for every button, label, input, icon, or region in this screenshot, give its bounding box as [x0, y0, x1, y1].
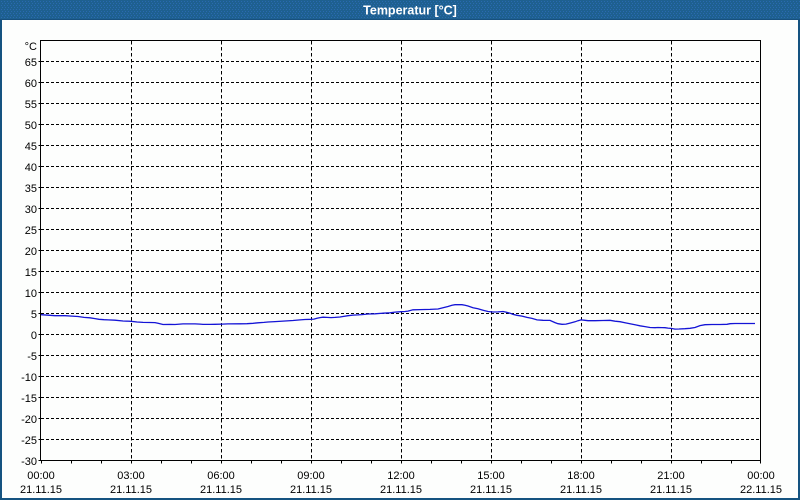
svg-text:°C: °C: [25, 41, 37, 53]
svg-text:15: 15: [25, 267, 37, 279]
svg-text:60: 60: [25, 78, 37, 90]
svg-text:21.11.15: 21.11.15: [380, 484, 422, 496]
svg-text:-15: -15: [21, 393, 37, 405]
svg-text:30: 30: [25, 204, 37, 216]
svg-text:-30: -30: [21, 456, 37, 468]
svg-text:Temperatur [°C]: Temperatur [°C]: [363, 4, 457, 18]
svg-text:-25: -25: [21, 435, 37, 447]
svg-text:00:00: 00:00: [27, 470, 55, 482]
svg-text:5: 5: [31, 309, 37, 321]
svg-text:21.11.15: 21.11.15: [560, 484, 602, 496]
svg-text:25: 25: [25, 225, 37, 237]
svg-text:-5: -5: [27, 351, 37, 363]
svg-text:03:00: 03:00: [117, 470, 145, 482]
svg-text:21.11.15: 21.11.15: [470, 484, 512, 496]
svg-text:40: 40: [25, 162, 37, 174]
svg-text:21.11.15: 21.11.15: [200, 484, 242, 496]
svg-text:-10: -10: [21, 372, 37, 384]
svg-text:00:00: 00:00: [747, 470, 775, 482]
svg-text:09:00: 09:00: [297, 470, 325, 482]
svg-text:45: 45: [25, 141, 37, 153]
svg-text:15:00: 15:00: [477, 470, 505, 482]
svg-text:21:00: 21:00: [657, 470, 685, 482]
svg-text:22.11.15: 22.11.15: [740, 484, 782, 496]
svg-text:0: 0: [31, 330, 37, 342]
svg-text:21.11.15: 21.11.15: [650, 484, 692, 496]
svg-text:50: 50: [25, 120, 37, 132]
svg-text:18:00: 18:00: [567, 470, 595, 482]
svg-text:21.11.15: 21.11.15: [20, 484, 62, 496]
svg-text:20: 20: [25, 246, 37, 258]
svg-text:55: 55: [25, 99, 37, 111]
svg-text:21.11.15: 21.11.15: [290, 484, 332, 496]
svg-text:21.11.15: 21.11.15: [110, 484, 152, 496]
svg-text:10: 10: [25, 288, 37, 300]
svg-text:12:00: 12:00: [387, 470, 415, 482]
svg-text:35: 35: [25, 183, 37, 195]
svg-text:-20: -20: [21, 414, 37, 426]
svg-text:06:00: 06:00: [207, 470, 235, 482]
svg-text:65: 65: [25, 57, 37, 69]
